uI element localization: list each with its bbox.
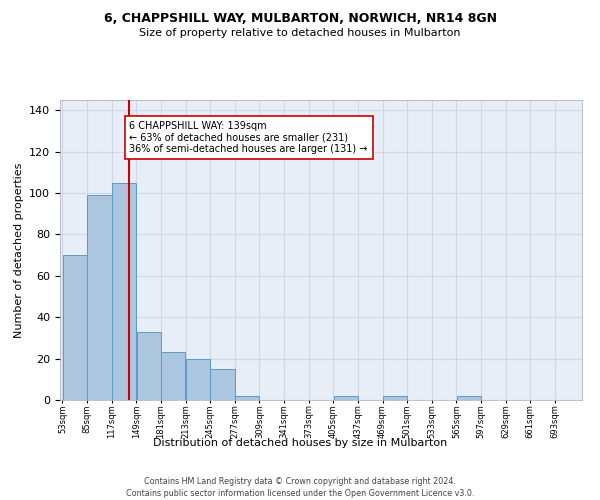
Bar: [137, 332, 161, 400]
Bar: [112, 183, 136, 400]
Text: Contains public sector information licensed under the Open Government Licence v3: Contains public sector information licen…: [126, 489, 474, 498]
Bar: [87, 195, 112, 400]
Bar: [383, 396, 407, 400]
Bar: [161, 352, 185, 400]
Text: 6 CHAPPSHILL WAY: 139sqm
← 63% of detached houses are smaller (231)
36% of semi-: 6 CHAPPSHILL WAY: 139sqm ← 63% of detach…: [130, 120, 368, 154]
Text: Distribution of detached houses by size in Mulbarton: Distribution of detached houses by size …: [153, 438, 447, 448]
Bar: [211, 369, 235, 400]
Text: Size of property relative to detached houses in Mulbarton: Size of property relative to detached ho…: [139, 28, 461, 38]
Bar: [334, 396, 358, 400]
Bar: [62, 255, 87, 400]
Bar: [457, 396, 481, 400]
Bar: [186, 358, 210, 400]
Y-axis label: Number of detached properties: Number of detached properties: [14, 162, 23, 338]
Text: 6, CHAPPSHILL WAY, MULBARTON, NORWICH, NR14 8GN: 6, CHAPPSHILL WAY, MULBARTON, NORWICH, N…: [104, 12, 497, 26]
Text: Contains HM Land Registry data © Crown copyright and database right 2024.: Contains HM Land Registry data © Crown c…: [144, 478, 456, 486]
Bar: [235, 396, 259, 400]
